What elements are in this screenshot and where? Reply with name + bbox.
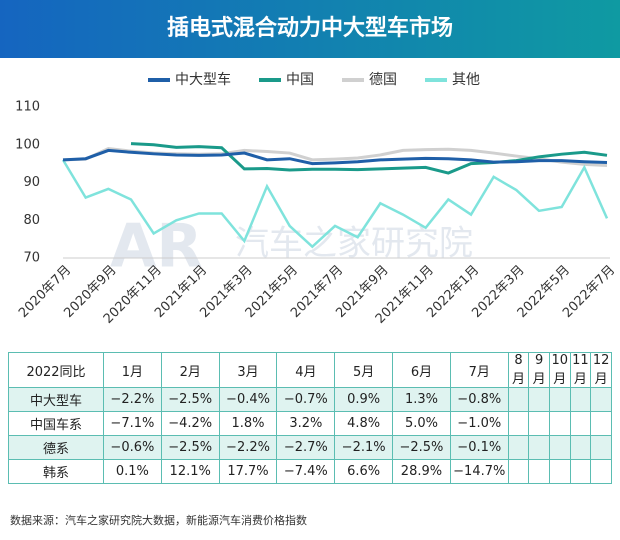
header-cell: 2月: [160, 352, 220, 388]
table-row: 德系 −0.6% −2.5% −2.2% −2.7% −2.1% −2.5% −0.1%: [8, 435, 612, 460]
table-cell: [528, 411, 550, 436]
table-cell: [569, 435, 592, 460]
watermark: 汽车之家研究院: [235, 224, 473, 264]
table-cell: −2.7%: [276, 435, 336, 460]
table-cell: [507, 411, 530, 436]
table-cell: −1.0%: [449, 411, 509, 436]
table-cell: −0.8%: [449, 387, 509, 412]
table-cell: 17.7%: [218, 459, 278, 484]
header-cell: 5月: [334, 352, 394, 388]
table-cell: 0.1%: [102, 459, 162, 484]
chart: 插电式混合动力中大型车市场 AR 汽车之家研究院 708090100110202…: [0, 0, 620, 327]
table-cell: −0.4%: [218, 387, 278, 412]
table-cell: [590, 435, 612, 460]
footer: 数据来源：汽车之家研究院大数据，新能源汽车消费价格指数: [10, 514, 307, 527]
header-cell: 3月: [218, 352, 278, 388]
table-cell: −14.7%: [449, 459, 509, 484]
table-cell: −2.2%: [218, 435, 278, 460]
table-cell: [590, 387, 612, 412]
table-cell: 德系: [8, 435, 104, 460]
series-line: [130, 142, 608, 175]
table-cell: −2.2%: [102, 387, 162, 412]
header-cell: 9月: [528, 352, 550, 388]
header-band: [0, 0, 620, 58]
table-cell: −0.6%: [102, 435, 162, 460]
y-tick-label: 90: [23, 175, 40, 190]
header-cell: 12月: [590, 352, 612, 388]
table-cell: [528, 435, 550, 460]
table-row: 中大型车 −2.2% −2.5% −0.4% −0.7% 0.9% 1.3% −0.8%: [8, 387, 612, 412]
table-cell: −2.5%: [160, 387, 220, 412]
header-cell: 11月: [569, 352, 592, 388]
table-cell: −4.2%: [160, 411, 220, 436]
table-cell: 5.0%: [392, 411, 451, 436]
table-row: 韩系 0.1% 12.1% 17.7% −7.4% 6.6% 28.9% −14.7%: [8, 459, 612, 484]
table-cell: [528, 459, 550, 484]
table-cell: −2.5%: [160, 435, 220, 460]
series-line: [62, 148, 608, 166]
table-cell: 韩系: [8, 459, 104, 484]
legend-label: 德国: [369, 72, 397, 88]
table-cell: −0.1%: [449, 435, 509, 460]
table-cell: −2.1%: [334, 435, 394, 460]
table-cell: [507, 435, 530, 460]
table-cell: −7.4%: [276, 459, 336, 484]
table-cell: 28.9%: [392, 459, 451, 484]
table-cell: 中大型车: [8, 387, 104, 412]
table-cell: 12.1%: [160, 459, 220, 484]
table-cell: [507, 459, 530, 484]
header-cell: 10月: [548, 352, 571, 388]
table-cell: [590, 459, 612, 484]
table-cell: 1.3%: [392, 387, 451, 412]
table-cell: [548, 435, 571, 460]
chart-title: 插电式混合动力中大型车市场: [167, 15, 453, 41]
header-cell: 1月: [102, 352, 162, 388]
table-cell: 3.2%: [276, 411, 336, 436]
table-cell: −7.1%: [102, 411, 162, 436]
table-cell: [548, 387, 571, 412]
table: 2022同比 1月 2月 3月 4月 5月 6月 7月 8月 9月 10月 11月 12月 中大型车 −2.…: [8, 352, 612, 484]
table-cell: [569, 411, 592, 436]
table-cell: 6.6%: [334, 459, 394, 484]
y-tick-label: 80: [23, 213, 40, 228]
y-tick-label: 70: [23, 251, 40, 266]
header-cell: 7月: [449, 352, 509, 388]
table-cell: [590, 411, 612, 436]
header-row: 2022同比 1月 2月 3月 4月 5月 6月 7月 8月 9月 10月 11月 12月: [8, 352, 612, 388]
header-cell: 6月: [392, 352, 451, 388]
table-cell: [528, 387, 550, 412]
table-cell: 4.8%: [334, 411, 394, 436]
series-line: [61, 159, 609, 249]
legend-label: 中国: [286, 72, 314, 88]
table-row: 中国车系 −7.1% −4.2% 1.8% 3.2% 4.8% 5.0% −1.0%: [8, 411, 612, 436]
y-tick-label: 100: [15, 137, 40, 152]
header-cell: 4月: [276, 352, 336, 388]
table-cell: [507, 387, 530, 412]
table-cell: [548, 459, 571, 484]
table-cell: 1.8%: [218, 411, 278, 436]
table-cell: 中国车系: [8, 411, 104, 436]
y-tick-label: 110: [15, 100, 40, 115]
table-cell: [569, 459, 592, 484]
table-cell: [569, 387, 592, 412]
watermark-logo: AR: [110, 212, 203, 282]
header-cell: 2022同比: [8, 352, 104, 388]
table-cell: [548, 411, 571, 436]
header-cell: 8月: [507, 352, 530, 388]
table-cell: 0.9%: [334, 387, 394, 412]
legend-label: 其他: [452, 72, 480, 88]
legend-label: 中大型车: [175, 71, 231, 88]
table-cell: −0.7%: [276, 387, 336, 412]
table-cell: −2.5%: [392, 435, 451, 460]
